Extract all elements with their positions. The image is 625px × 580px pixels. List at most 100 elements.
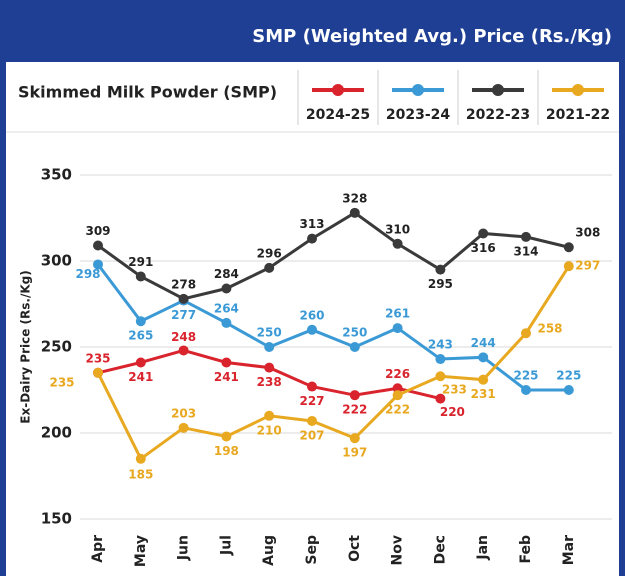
data-point bbox=[135, 316, 146, 327]
data-label: 250 bbox=[342, 326, 367, 340]
data-label: 313 bbox=[299, 217, 324, 231]
data-label: 220 bbox=[440, 405, 465, 419]
legend-marker bbox=[492, 84, 504, 96]
data-point bbox=[178, 422, 189, 433]
data-label: 297 bbox=[575, 259, 600, 273]
data-label: 295 bbox=[428, 277, 453, 291]
data-point bbox=[264, 362, 275, 373]
data-label: 225 bbox=[513, 369, 538, 383]
y-tick-label: 300 bbox=[41, 252, 72, 270]
data-point bbox=[93, 259, 103, 270]
legend-marker bbox=[412, 84, 424, 96]
data-label: 226 bbox=[385, 367, 410, 381]
data-point bbox=[563, 242, 574, 253]
data-label: 277 bbox=[171, 308, 196, 322]
data-label: 244 bbox=[471, 336, 496, 350]
y-tick-label: 200 bbox=[41, 424, 72, 442]
data-label: 222 bbox=[342, 403, 367, 417]
y-tick-label: 250 bbox=[41, 338, 72, 356]
data-point bbox=[392, 390, 403, 401]
data-point bbox=[264, 342, 275, 352]
data-label: 222 bbox=[385, 403, 410, 417]
data-point bbox=[178, 345, 189, 356]
x-tick-label: Dec bbox=[432, 535, 448, 564]
data-label: 233 bbox=[442, 383, 467, 397]
data-label: 241 bbox=[214, 370, 239, 384]
data-point bbox=[307, 233, 317, 244]
data-label: 314 bbox=[513, 244, 538, 258]
data-point bbox=[392, 323, 403, 334]
data-point bbox=[93, 240, 103, 251]
data-point bbox=[435, 354, 446, 365]
data-label: 203 bbox=[171, 406, 196, 420]
data-label: 248 bbox=[171, 330, 196, 344]
data-point bbox=[563, 385, 574, 395]
data-label: 241 bbox=[128, 370, 153, 384]
data-point bbox=[349, 390, 360, 401]
x-tick-label: Mar bbox=[561, 535, 577, 565]
data-label: 258 bbox=[537, 322, 562, 336]
x-tick-label: May bbox=[133, 535, 149, 567]
data-label: 308 bbox=[575, 226, 600, 240]
data-label: 210 bbox=[257, 423, 282, 437]
x-tick-label: Feb bbox=[518, 535, 534, 564]
data-label: 309 bbox=[85, 224, 110, 238]
data-label: 328 bbox=[342, 191, 367, 205]
data-point bbox=[478, 352, 489, 363]
data-label: 227 bbox=[299, 394, 324, 408]
data-point bbox=[221, 317, 232, 328]
data-point bbox=[563, 261, 574, 272]
data-point bbox=[349, 342, 360, 352]
data-point bbox=[435, 371, 446, 382]
data-point bbox=[435, 393, 446, 404]
y-tick-label: 150 bbox=[41, 510, 72, 528]
data-point bbox=[93, 367, 103, 378]
legend-marker bbox=[572, 84, 584, 96]
x-tick-label: Oct bbox=[347, 535, 363, 562]
data-label: 316 bbox=[471, 241, 496, 255]
data-label: 284 bbox=[214, 267, 239, 281]
data-label: 260 bbox=[299, 308, 324, 322]
data-label: 235 bbox=[85, 351, 110, 365]
data-label: 261 bbox=[385, 307, 410, 321]
data-point bbox=[521, 328, 531, 339]
data-point bbox=[307, 381, 317, 392]
data-label: 278 bbox=[171, 277, 196, 291]
chart-subtitle: Skimmed Milk Powder (SMP) bbox=[18, 83, 277, 102]
data-point bbox=[307, 415, 317, 426]
legend-label: 2024-25 bbox=[306, 107, 370, 123]
data-label: 310 bbox=[385, 222, 410, 236]
data-point bbox=[135, 357, 146, 368]
data-label: 238 bbox=[257, 375, 282, 389]
data-point bbox=[221, 431, 232, 442]
series-line bbox=[97, 211, 570, 301]
legend-marker bbox=[332, 84, 344, 96]
data-label: 264 bbox=[214, 301, 239, 315]
data-label: 197 bbox=[342, 446, 367, 460]
data-point bbox=[264, 262, 275, 273]
data-point bbox=[221, 357, 232, 368]
data-label: 250 bbox=[257, 326, 282, 340]
data-label: 298 bbox=[75, 267, 100, 281]
data-label: 265 bbox=[128, 329, 153, 343]
data-point bbox=[178, 293, 189, 304]
y-tick-label: 350 bbox=[41, 166, 72, 184]
x-tick-label: Jul bbox=[218, 535, 234, 556]
x-tick-label: Sep bbox=[304, 535, 320, 565]
data-label: 235 bbox=[49, 375, 74, 389]
data-label: 198 bbox=[214, 444, 239, 458]
x-tick-label: Nov bbox=[390, 535, 406, 565]
x-tick-label: Jun bbox=[176, 535, 192, 561]
legend-label: 2021-22 bbox=[546, 107, 610, 123]
panel bbox=[6, 62, 619, 576]
data-point bbox=[307, 324, 317, 335]
chart-title: SMP (Weighted Avg.) Price (Rs./Kg) bbox=[252, 26, 612, 47]
data-point bbox=[392, 238, 403, 249]
series-line bbox=[96, 265, 571, 462]
data-label: 207 bbox=[299, 428, 324, 442]
x-tick-label: Jan bbox=[475, 535, 491, 561]
data-label: 225 bbox=[556, 369, 581, 383]
data-label: 185 bbox=[128, 467, 153, 481]
data-point bbox=[264, 410, 275, 421]
